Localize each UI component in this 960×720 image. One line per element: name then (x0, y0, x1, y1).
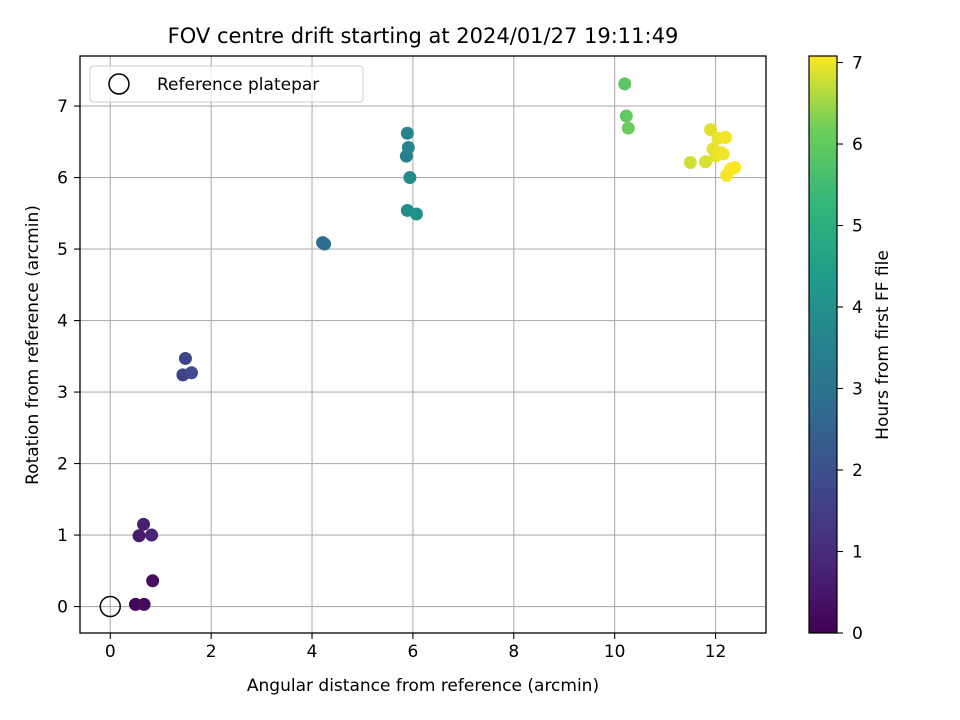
y-tick-label: 2 (57, 455, 68, 475)
x-tick-label: 10 (604, 642, 626, 662)
colorbar-tick-label: 5 (852, 217, 863, 237)
data-point (683, 156, 697, 170)
colorbar: 0 1 2 3 4 5 6 7 Hours from first FF file (808, 54, 893, 644)
data-point (621, 121, 635, 135)
colorbar-tick-label: 0 (852, 624, 863, 644)
y-tick-label: 5 (57, 240, 68, 260)
x-axis-ticks: 0 2 4 6 8 10 12 (105, 633, 727, 662)
data-point (719, 131, 733, 145)
colorbar-tick-label: 2 (852, 461, 863, 481)
chart-title: FOV centre drift starting at 2024/01/27 … (168, 24, 679, 48)
colorbar-tick-label: 1 (852, 543, 863, 563)
colorbar-label: Hours from first FF file (873, 250, 893, 440)
data-point (178, 351, 192, 365)
x-tick-label: 12 (705, 642, 727, 662)
plot-frame (79, 55, 767, 634)
grid (80, 56, 766, 633)
data-point (716, 147, 730, 161)
data-point (137, 597, 151, 611)
data-point (698, 155, 712, 169)
data-point (619, 109, 633, 123)
data-point (409, 207, 423, 221)
colorbar-tick-label: 7 (852, 54, 863, 74)
y-axis-ticks: 0 1 2 3 4 5 6 7 (57, 97, 80, 618)
data-point (184, 366, 198, 380)
legend: Reference platepar (89, 65, 364, 103)
data-point (728, 161, 742, 175)
colorbar-ticks: 0 1 2 3 4 5 6 7 (837, 54, 863, 644)
y-axis-label: Rotation from reference (arcmin) (23, 205, 43, 485)
y-tick-label: 6 (57, 169, 68, 189)
data-point (132, 529, 146, 543)
x-tick-label: 0 (105, 642, 116, 662)
legend-marker (108, 73, 130, 95)
x-axis-label: Angular distance from reference (arcmin) (247, 676, 599, 696)
data-point (318, 237, 332, 251)
colorbar-tick-label: 4 (852, 298, 863, 318)
y-tick-label: 3 (57, 383, 68, 403)
data-point (146, 574, 160, 588)
data-point (137, 517, 151, 531)
reference-marker (99, 595, 122, 618)
x-tick-label: 4 (307, 642, 318, 662)
x-tick-label: 6 (407, 642, 418, 662)
legend-label: Reference platepar (157, 75, 319, 95)
data-point (704, 123, 718, 137)
data-point (401, 141, 415, 155)
y-tick-label: 1 (57, 526, 68, 546)
data-point (618, 77, 632, 91)
data-point (403, 171, 417, 185)
data-point (400, 126, 414, 140)
colorbar-tick-label: 3 (852, 380, 863, 400)
colorbar-tick-label: 6 (852, 135, 863, 155)
y-tick-label: 7 (57, 97, 68, 117)
colorbar-gradient (808, 55, 838, 634)
data-points (99, 77, 742, 618)
legend-box (89, 65, 364, 103)
y-tick-label: 4 (57, 312, 68, 332)
x-tick-label: 8 (508, 642, 519, 662)
y-tick-label: 0 (57, 598, 68, 618)
x-tick-label: 2 (206, 642, 217, 662)
data-point (145, 528, 159, 542)
